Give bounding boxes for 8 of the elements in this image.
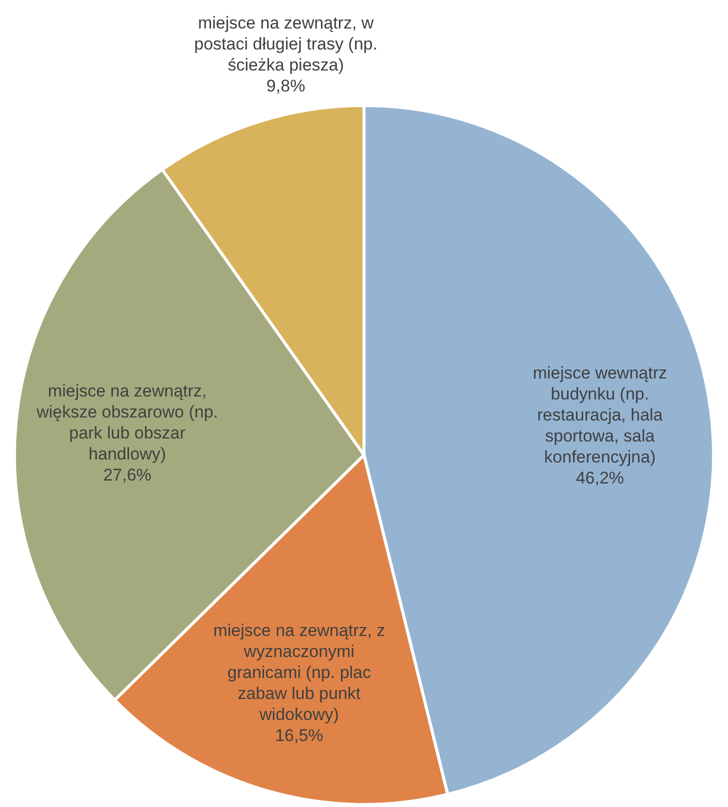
data-label: 46,2% (576, 468, 624, 488)
slice-label: miejsce wewnątrz budynku (np. restauracja, hala sportowa, sala konferencyjna) (532, 364, 668, 467)
data-label: 16,5% (275, 726, 324, 745)
data-label: 27,6% (103, 465, 152, 484)
data-label: 9,8% (266, 76, 306, 96)
slice-label: miejsce na zewnątrz, z wyznaczonymi granicami (np. plac zabaw lub punkt widokowy) (213, 620, 386, 724)
slice-label: miejsce na zewnątrz, w postaci długiej trasy (np. ścieżka piesza) (194, 14, 378, 75)
slice-label: miejsce na zewnątrz, większe obszarowo (np. park lub obszar handlowy) (36, 381, 218, 464)
